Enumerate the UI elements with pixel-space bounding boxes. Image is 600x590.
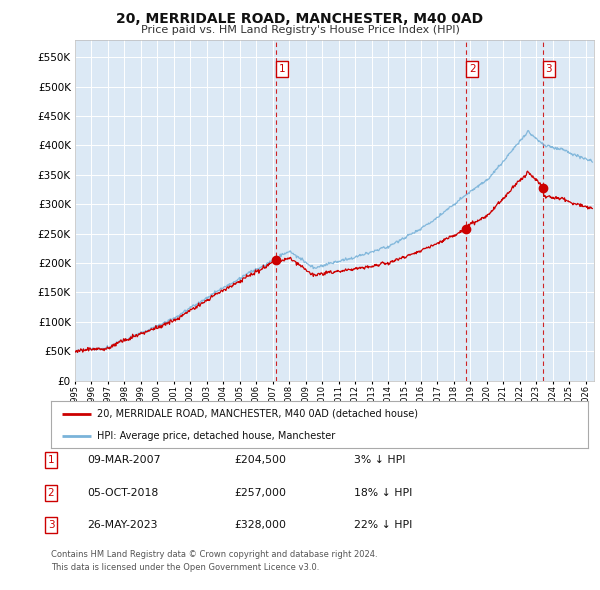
Text: £204,500: £204,500 bbox=[234, 455, 286, 465]
Text: 20, MERRIDALE ROAD, MANCHESTER, M40 0AD: 20, MERRIDALE ROAD, MANCHESTER, M40 0AD bbox=[116, 12, 484, 26]
Text: HPI: Average price, detached house, Manchester: HPI: Average price, detached house, Manc… bbox=[97, 431, 335, 441]
Text: 20, MERRIDALE ROAD, MANCHESTER, M40 0AD (detached house): 20, MERRIDALE ROAD, MANCHESTER, M40 0AD … bbox=[97, 409, 418, 419]
Text: This data is licensed under the Open Government Licence v3.0.: This data is licensed under the Open Gov… bbox=[51, 563, 319, 572]
Text: 3: 3 bbox=[47, 520, 55, 530]
Text: 18% ↓ HPI: 18% ↓ HPI bbox=[354, 488, 412, 497]
Text: Price paid vs. HM Land Registry's House Price Index (HPI): Price paid vs. HM Land Registry's House … bbox=[140, 25, 460, 35]
Text: 1: 1 bbox=[47, 455, 55, 465]
Text: 05-OCT-2018: 05-OCT-2018 bbox=[87, 488, 158, 497]
Text: 2: 2 bbox=[469, 64, 476, 74]
Text: 2: 2 bbox=[47, 488, 55, 497]
Text: 09-MAR-2007: 09-MAR-2007 bbox=[87, 455, 161, 465]
Text: 3: 3 bbox=[545, 64, 552, 74]
Text: £328,000: £328,000 bbox=[234, 520, 286, 530]
Text: 1: 1 bbox=[278, 64, 285, 74]
Text: Contains HM Land Registry data © Crown copyright and database right 2024.: Contains HM Land Registry data © Crown c… bbox=[51, 550, 377, 559]
Text: 3% ↓ HPI: 3% ↓ HPI bbox=[354, 455, 406, 465]
Text: 22% ↓ HPI: 22% ↓ HPI bbox=[354, 520, 412, 530]
Text: £257,000: £257,000 bbox=[234, 488, 286, 497]
Text: 26-MAY-2023: 26-MAY-2023 bbox=[87, 520, 157, 530]
